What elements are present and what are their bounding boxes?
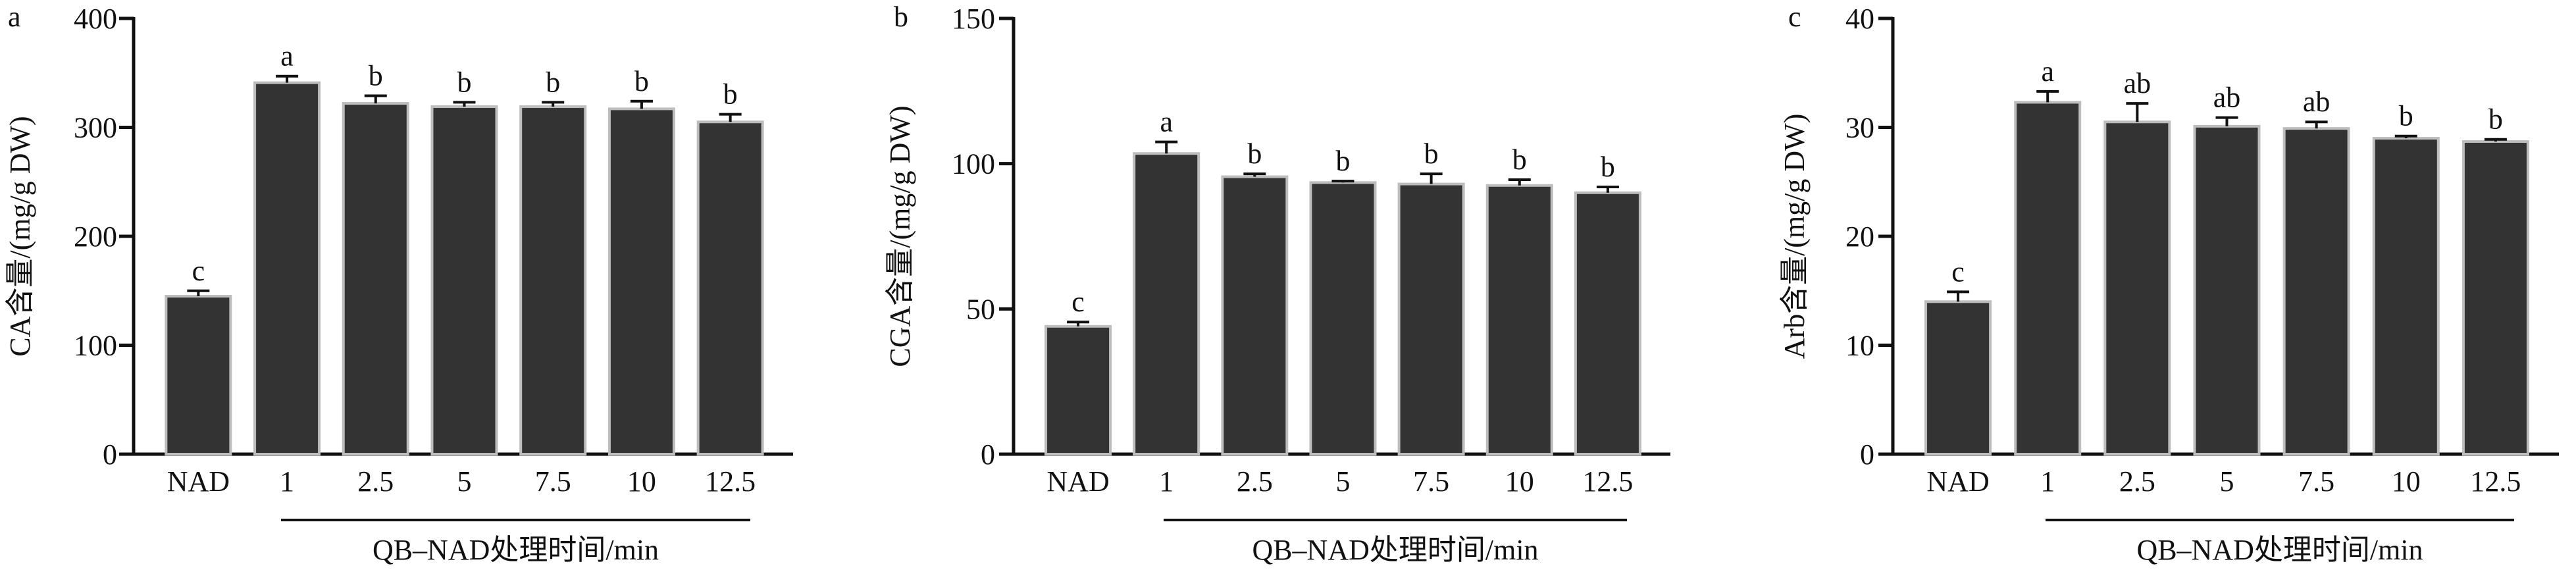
significance-letter: b — [723, 78, 738, 111]
x-tick-label: 12.5 — [2470, 465, 2521, 498]
x-tick-label: 10 — [1505, 465, 1534, 498]
bar — [430, 105, 498, 455]
bar — [342, 102, 409, 455]
y-tick-label: 50 — [966, 293, 995, 325]
bar — [1309, 181, 1377, 455]
x-tick-label: 1 — [280, 465, 294, 498]
x-tick-label: 12.5 — [1582, 465, 1633, 498]
y-tick-label: 400 — [74, 3, 117, 35]
y-tick-label: 40 — [1845, 3, 1874, 35]
bar — [1485, 184, 1553, 455]
significance-letter: b — [457, 66, 472, 98]
bar — [1044, 325, 1112, 455]
significance-letter: b — [369, 60, 383, 92]
y-tick-label: 200 — [74, 221, 117, 253]
x-axis-label: QB–NAD处理时间/min — [2136, 534, 2423, 566]
bar — [696, 120, 764, 455]
x-tick-label: 2.5 — [2119, 465, 2155, 498]
panel-label: a — [8, 1, 21, 33]
significance-letter: c — [1951, 255, 1965, 288]
x-tick-label: 5 — [2220, 465, 2234, 498]
bar — [1574, 191, 1641, 455]
bar — [1924, 300, 1992, 455]
x-tick-label: 7.5 — [2298, 465, 2334, 498]
significance-letter: b — [634, 65, 649, 97]
significance-letter: b — [546, 66, 560, 98]
x-tick-label: 12.5 — [705, 465, 756, 498]
significance-letter: ab — [2213, 82, 2241, 114]
significance-letter: b — [2399, 100, 2413, 132]
y-tick-label: 0 — [1860, 438, 1874, 471]
bar — [2372, 137, 2440, 456]
y-tick-label: 10 — [1845, 330, 1874, 362]
bar — [165, 295, 232, 455]
y-tick-label: 0 — [103, 438, 117, 471]
significance-letter: c — [192, 255, 205, 287]
bar — [253, 81, 321, 455]
bar — [2461, 140, 2529, 455]
significance-letter: a — [1160, 106, 1173, 138]
bar — [2282, 127, 2350, 455]
y-axis-label: Arb含量/(mg/g DW) — [1778, 114, 1811, 359]
x-tick-label: NAD — [1926, 465, 1989, 498]
bar — [2014, 101, 2082, 455]
bar — [2103, 120, 2171, 455]
y-axis-label: CGA含量/(mg/g DW) — [884, 105, 916, 367]
x-axis-label: QB–NAD处理时间/min — [1252, 534, 1538, 566]
x-tick-label: 5 — [1336, 465, 1351, 498]
panel-label: b — [894, 1, 908, 33]
x-tick-label: 5 — [457, 465, 472, 498]
y-tick-label: 0 — [981, 438, 995, 471]
x-tick-label: 10 — [2392, 465, 2421, 498]
bar — [607, 107, 675, 456]
significance-letter: b — [1512, 143, 1527, 176]
significance-letter: ab — [2303, 86, 2331, 118]
x-tick-label: 7.5 — [535, 465, 571, 498]
bar — [1133, 152, 1200, 455]
y-tick-label: 30 — [1845, 112, 1874, 144]
chart-panel-b: b 0 50 100 150 CGA含量/(mg/g DW) c NAD a 1 b 2.5 b 5 b 7.… — [884, 1, 1670, 566]
x-tick-label: 1 — [2040, 465, 2055, 498]
bar — [2193, 124, 2261, 455]
y-tick-label: 150 — [952, 3, 995, 35]
panel-label: c — [1788, 1, 1801, 33]
significance-letter: c — [1071, 286, 1085, 318]
bar — [519, 105, 587, 455]
x-tick-label: 2.5 — [357, 465, 394, 498]
chart-panel-a: a 0 100 200 300 400 CA含量/(mg/g DW) c NAD a 1 b 2.5 b 5… — [4, 1, 793, 566]
x-tick-label: 10 — [627, 465, 656, 498]
y-tick-label: 100 — [74, 330, 117, 362]
x-tick-label: 7.5 — [1413, 465, 1449, 498]
x-tick-label: 1 — [1159, 465, 1173, 498]
x-tick-label: NAD — [1046, 465, 1109, 498]
x-axis-label: QB–NAD处理时间/min — [373, 534, 659, 566]
x-tick-label: NAD — [167, 465, 230, 498]
significance-letter: b — [1336, 145, 1351, 177]
y-tick-label: 300 — [74, 112, 117, 144]
significance-letter: b — [1247, 138, 1262, 170]
y-axis-label: CA含量/(mg/g DW) — [4, 116, 36, 356]
bar — [1397, 182, 1465, 455]
significance-letter: b — [1424, 138, 1439, 170]
significance-letter: b — [2488, 103, 2503, 136]
significance-letter: a — [2041, 55, 2054, 88]
bar — [1221, 175, 1289, 455]
chart-panel-c: c 0 10 20 30 40 Arb含量/(mg/g DW) c NAD a 1 ab 2.5 ab 5 a… — [1778, 1, 2559, 566]
significance-letter: a — [280, 40, 294, 72]
y-tick-label: 100 — [952, 148, 995, 180]
significance-letter: b — [1601, 151, 1615, 183]
x-tick-label: 2.5 — [1237, 465, 1273, 498]
y-tick-label: 20 — [1845, 221, 1874, 253]
significance-letter: ab — [2124, 67, 2151, 99]
